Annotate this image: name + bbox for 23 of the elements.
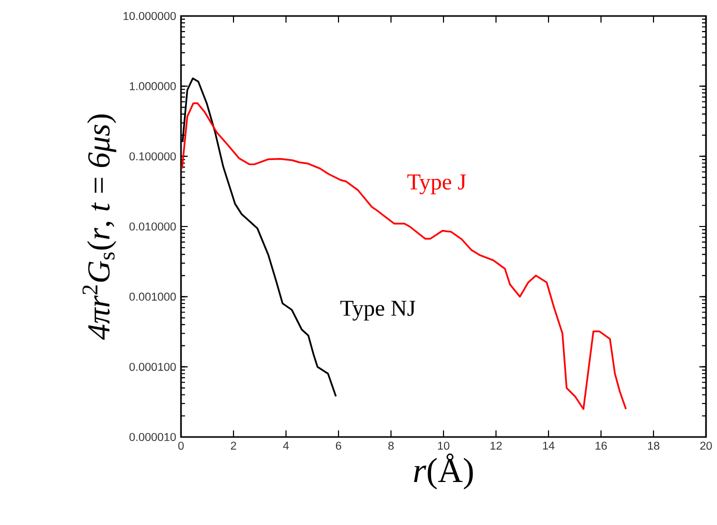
x-tick-label: 10 — [438, 442, 450, 450]
series-label: Type NJ — [340, 300, 416, 321]
series-label: Type J — [407, 174, 466, 194]
y-tick-label: 0.000100 — [129, 362, 176, 371]
y-tick-label: 0.001000 — [129, 292, 176, 301]
x-tick-label: 14 — [543, 442, 554, 450]
y-tick-label: 0.000010 — [129, 433, 176, 442]
x-axis-title: r(Å) — [414, 454, 473, 490]
y-tick-label: 0.010000 — [129, 222, 176, 231]
line-series — [181, 102, 627, 410]
text: 4πr$^{2}$G$_{s}$(r, t = 6μs) — [82, 114, 116, 340]
y-tick-label: 1.000000 — [130, 82, 176, 90]
x-tick-label: 16 — [596, 442, 607, 450]
x-tick-label: 8 — [388, 442, 394, 450]
x-tick-label: 2 — [230, 442, 236, 450]
x-tick-label: 12 — [490, 442, 502, 450]
x-tick-label: 6 — [336, 442, 342, 450]
x-tick-label: 4 — [283, 442, 289, 450]
y-tick-label: 10.000000 — [124, 12, 176, 20]
x-tick-label: 20 — [700, 442, 712, 450]
y-tick-label: 0.100000 — [129, 152, 176, 160]
x-tick-label: 18 — [648, 442, 660, 450]
x-tick-label: 0 — [178, 442, 184, 450]
